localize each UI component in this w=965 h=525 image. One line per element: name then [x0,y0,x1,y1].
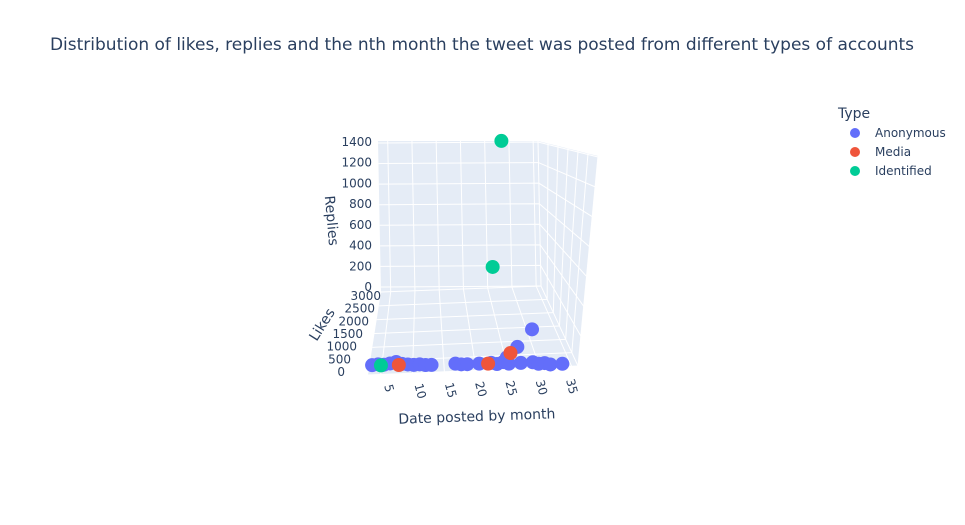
x-tick-label: 10 [412,382,429,400]
legend: Type Anonymous Media Identified [837,106,946,178]
x-tick-labels: 5 10 15 20 25 30 35 [381,377,580,400]
z-tick-label: 600 [349,218,372,232]
y-tick-label: 1000 [326,340,357,354]
data-points [365,133,570,373]
legend-marker-media [850,147,860,157]
x-axis-title: Date posted by month [398,406,556,427]
point-anonymous[interactable] [543,357,558,372]
y-gridline [378,298,548,307]
point-anonymous[interactable] [460,357,475,372]
point-anonymous[interactable] [525,322,540,337]
y-wall-gridline [565,150,579,340]
point-identified[interactable] [485,259,500,274]
legend-marker-anonymous [850,128,860,138]
point-identified[interactable] [494,133,509,148]
z-tick-label: 0 [364,280,372,294]
legend-label-identified: Identified [875,164,932,178]
y-wall-gridline [577,155,599,367]
z-tick-label: 1200 [341,156,372,170]
y-tick-label: 2000 [338,314,369,328]
y-gridline [376,312,554,321]
z-axis-title: Replies [321,195,341,246]
z-tick-label: 1000 [341,176,372,190]
gridlines [367,140,599,376]
y-tick-label: 0 [337,365,345,379]
legend-item-anonymous[interactable]: Anonymous [850,126,946,140]
y-wall-gridline [537,140,542,287]
legend-item-identified[interactable]: Identified [850,164,932,178]
legend-marker-identified [850,166,860,176]
y-gridline [372,338,566,348]
point-anonymous[interactable] [501,356,516,371]
z-tick-label: 400 [349,239,372,253]
point-identified[interactable] [373,358,388,373]
point-media[interactable] [481,356,496,371]
point-media[interactable] [391,358,406,373]
point-anonymous[interactable] [513,355,528,370]
legend-title: Type [837,106,870,122]
legend-item-media[interactable]: Media [850,145,911,159]
z-tick-label: 1400 [341,135,372,149]
floor-pane [368,286,578,375]
y-wall-gridline [571,153,589,353]
y-tick-label: 3000 [350,289,381,303]
y-tick-label: 2500 [344,302,375,316]
legend-label-anonymous: Anonymous [875,126,946,140]
point-media[interactable] [503,346,518,361]
back-pane [378,141,541,292]
point-anonymous[interactable] [424,357,439,372]
y-tick-label: 500 [328,352,351,366]
x-tick-label: 15 [442,381,459,399]
legend-label-media: Media [875,145,911,159]
y-wall-gridline [546,143,549,300]
y-wall-gridline [552,145,559,313]
x-tick-label: 20 [472,380,489,398]
point-anonymous[interactable] [555,356,570,371]
x-tick-label: 35 [563,377,580,395]
y-gridline [380,285,542,293]
z-tick-label: 200 [349,259,372,273]
chart-title: Distribution of likes, replies and the n… [50,35,914,55]
y-wall-gridline [559,148,569,327]
x-tick-label: 30 [533,378,550,396]
z-tick-labels: 0 200 400 600 800 1000 1200 1400 [341,135,372,294]
x-tick-label: 25 [502,379,519,397]
x-tick-label: 5 [381,383,397,394]
y-tick-label: 1500 [332,327,363,341]
z-tick-label: 800 [349,197,372,211]
